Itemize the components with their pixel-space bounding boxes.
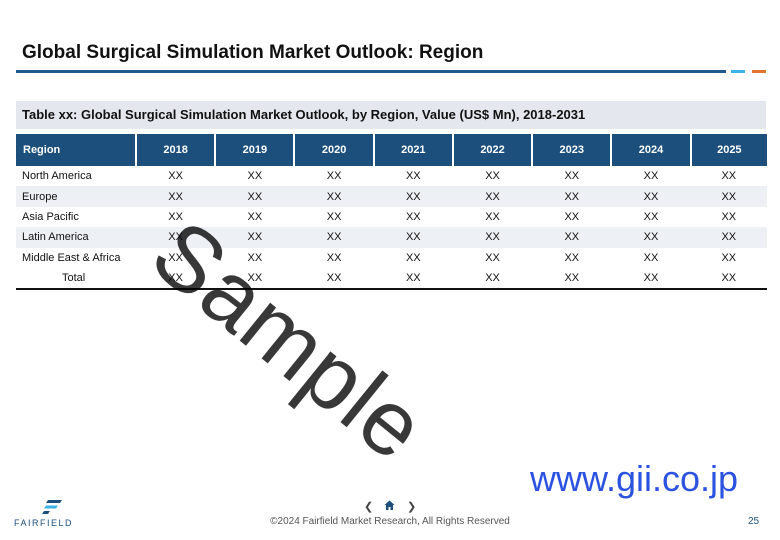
region-cell: Middle East & Africa bbox=[16, 247, 136, 268]
region-cell-total: Total bbox=[16, 267, 136, 291]
value-cell: XX bbox=[136, 227, 216, 248]
region-outlook-table: Region 2018 2019 2020 2021 2022 2023 202… bbox=[16, 134, 767, 291]
header-year: 2021 bbox=[372, 134, 453, 166]
region-cell: Latin America bbox=[16, 227, 136, 248]
value-cell: XX bbox=[611, 227, 691, 248]
value-cell: XX bbox=[452, 267, 533, 291]
region-cell: Europe bbox=[16, 186, 136, 207]
value-cell: XX bbox=[690, 247, 767, 268]
value-cell: XX bbox=[690, 206, 767, 228]
value-cell: XX bbox=[611, 166, 691, 187]
slide-title: Global Surgical Simulation Market Outloo… bbox=[22, 42, 484, 63]
home-icon[interactable] bbox=[384, 500, 395, 514]
value-cell: XX bbox=[215, 267, 295, 291]
value-cell: XX bbox=[215, 227, 295, 248]
value-cell: XX bbox=[611, 186, 691, 207]
value-cell: XX bbox=[532, 186, 612, 207]
value-cell: XX bbox=[294, 206, 374, 228]
value-cell: XX bbox=[294, 166, 374, 187]
chevron-right-icon[interactable]: ❯ bbox=[407, 501, 417, 513]
table-row: Asia Pacific XX XX XX XX XX XX XX XX bbox=[16, 206, 767, 228]
header-year: 2022 bbox=[451, 134, 533, 166]
page-number: 25 bbox=[748, 516, 760, 527]
table-row-total: Total XX XX XX XX XX XX XX XX bbox=[16, 267, 767, 291]
value-cell: XX bbox=[294, 227, 374, 248]
accent-bar-blue bbox=[731, 70, 745, 73]
value-cell: XX bbox=[452, 227, 533, 248]
header-year: 2018 bbox=[134, 134, 216, 166]
value-cell: XX bbox=[215, 206, 295, 228]
value-cell: XX bbox=[690, 267, 767, 291]
value-cell: XX bbox=[215, 247, 295, 268]
value-cell: XX bbox=[373, 206, 453, 228]
slide-navigation: ❮ ❯ bbox=[364, 500, 418, 514]
value-cell: XX bbox=[532, 267, 612, 291]
value-cell: XX bbox=[532, 227, 612, 248]
value-cell: XX bbox=[136, 267, 216, 291]
table-caption: Table xx: Global Surgical Simulation Mar… bbox=[16, 101, 766, 129]
logo-text: FAIRFIELD bbox=[14, 518, 74, 528]
header-year: 2020 bbox=[293, 134, 374, 166]
value-cell: XX bbox=[215, 186, 295, 207]
header-year: 2019 bbox=[214, 134, 295, 166]
header-year: 2025 bbox=[689, 134, 767, 166]
fairfield-logo: FAIRFIELD bbox=[14, 500, 94, 530]
value-cell: XX bbox=[452, 166, 533, 187]
title-underline bbox=[16, 70, 726, 73]
value-cell: XX bbox=[532, 206, 612, 228]
value-cell: XX bbox=[690, 186, 767, 207]
header-year: 2024 bbox=[610, 134, 691, 166]
value-cell: XX bbox=[452, 247, 533, 268]
value-cell: XX bbox=[532, 247, 612, 268]
header-year: 2023 bbox=[531, 134, 612, 166]
value-cell: XX bbox=[532, 166, 612, 187]
value-cell: XX bbox=[294, 267, 374, 291]
value-cell: XX bbox=[294, 186, 374, 207]
table-header-row: Region 2018 2019 2020 2021 2022 2023 202… bbox=[16, 134, 767, 166]
value-cell: XX bbox=[136, 206, 216, 228]
table-row: Middle East & Africa XX XX XX XX XX XX X… bbox=[16, 247, 767, 268]
value-cell: XX bbox=[611, 206, 691, 228]
table-row: Europe XX XX XX XX XX XX XX XX bbox=[16, 186, 767, 207]
value-cell: XX bbox=[294, 247, 374, 268]
value-cell: XX bbox=[373, 186, 453, 207]
value-cell: XX bbox=[690, 166, 767, 187]
gii-url-watermark: www.gii.co.jp bbox=[530, 458, 739, 499]
table-row: Latin America XX XX XX XX XX XX XX XX bbox=[16, 227, 767, 248]
value-cell: XX bbox=[373, 166, 453, 187]
value-cell: XX bbox=[452, 186, 533, 207]
copyright-text: ©2024 Fairfield Market Research, All Rig… bbox=[270, 516, 510, 527]
header-region: Region bbox=[16, 134, 136, 166]
accent-bar-orange bbox=[752, 70, 766, 73]
value-cell: XX bbox=[136, 186, 216, 207]
value-cell: XX bbox=[452, 206, 533, 228]
region-cell: North America bbox=[16, 166, 136, 187]
table-row: North America XX XX XX XX XX XX XX XX bbox=[16, 166, 767, 187]
region-cell: Asia Pacific bbox=[16, 206, 136, 228]
value-cell: XX bbox=[373, 247, 453, 268]
value-cell: XX bbox=[373, 267, 453, 291]
value-cell: XX bbox=[611, 247, 691, 268]
value-cell: XX bbox=[373, 227, 453, 248]
value-cell: XX bbox=[611, 267, 691, 291]
fairfield-logo-icon bbox=[42, 500, 62, 514]
value-cell: XX bbox=[215, 166, 295, 187]
value-cell: XX bbox=[690, 227, 767, 248]
value-cell: XX bbox=[136, 247, 216, 268]
chevron-left-icon[interactable]: ❮ bbox=[364, 501, 374, 513]
value-cell: XX bbox=[136, 166, 216, 187]
